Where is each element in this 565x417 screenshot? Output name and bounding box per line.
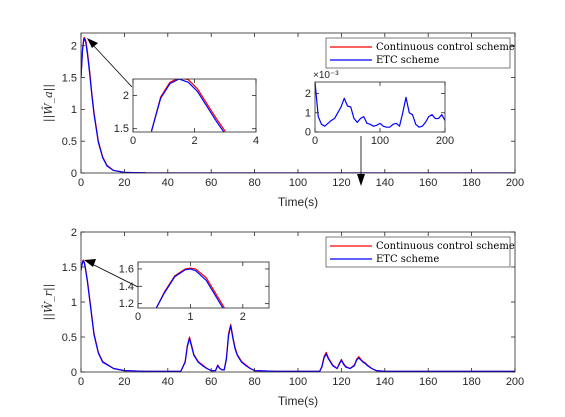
- bottom-x-tick-label: 140: [376, 376, 394, 388]
- bottom-x-tick-label: 60: [205, 376, 217, 388]
- top-inset-tail-ticks: 0 100 200 0 1 2: [305, 82, 454, 147]
- bottom-x-tick-label: 20: [118, 376, 130, 388]
- bottom-y-axis-label: ||Ŵ_r||: [41, 284, 56, 321]
- bottom-inset-peak-x-tick-label: 2: [240, 311, 246, 323]
- top-x-tick-label: 180: [462, 177, 480, 189]
- bottom-x-tick-label: 160: [419, 376, 437, 388]
- bottom-x-tick-label: 120: [332, 376, 350, 388]
- bottom-y-tick-label: 1.5: [62, 262, 77, 274]
- top-x-tick-label: 60: [205, 177, 217, 189]
- top-legend-box: [325, 37, 511, 69]
- top-y-axis-label: ||Ŵ_a||: [41, 84, 56, 122]
- top-inset-peak-y-tick-label: 1.5: [114, 123, 129, 135]
- bottom-y-tick-label: 0.5: [62, 332, 77, 344]
- top-inset-tail-y-tick-label: 0: [305, 127, 311, 139]
- top-x-tick-label: 100: [289, 177, 307, 189]
- top-inset-peak-y-tick-label: 2: [123, 90, 129, 102]
- bottom-inset-peak-x-tick-label: 0: [135, 311, 141, 323]
- top-inset-tail-series-etc: [315, 82, 445, 128]
- top-x-tick-label: 40: [162, 177, 174, 189]
- top-y-tick-label: 1: [71, 104, 77, 116]
- bottom-x-tick-label: 200: [506, 376, 524, 388]
- top-y-tick-label: 0.5: [62, 136, 77, 148]
- bottom-inset-peak-series-etc: [155, 268, 224, 308]
- top-x-tick-label: 20: [118, 177, 130, 189]
- top-inset-peak-x-tick-label: 0: [130, 135, 136, 147]
- bottom-legend: Continuous control scheme ETC scheme: [325, 236, 515, 268]
- top-inset-tail-series-layer: [315, 82, 445, 128]
- bottom-x-tick-label: 40: [162, 376, 174, 388]
- bottom-y-tick-label: 0: [71, 367, 77, 379]
- top-inset-tail-background: [315, 82, 445, 132]
- top-zoom-arrow-right: [357, 136, 365, 186]
- bottom-inset-peak-ticks: 0 1 2 1.2 1.4 1.6: [119, 262, 269, 323]
- top-y-tick-label: 1.5: [62, 72, 77, 84]
- top-inset-peak-x-tick-label: 4: [253, 135, 259, 147]
- top-inset-tail: 0 100 200 0 1 2 ×10⁻³: [305, 70, 454, 147]
- top-legend-entry-etc: ETC scheme: [376, 55, 439, 66]
- top-y-axis-label-group: ||Ŵ_a||: [41, 84, 56, 122]
- top-inset-peak-ticks: 0 2 4 1.5 2: [114, 79, 259, 147]
- bottom-x-tick-label: 80: [248, 376, 260, 388]
- bottom-x-tick-label: 180: [462, 376, 480, 388]
- top-y-tick-label: 2: [71, 41, 77, 53]
- bottom-inset-peak-y-tick-label: 1.4: [119, 281, 134, 293]
- bottom-legend-entry-continuous: Continuous control scheme: [376, 241, 515, 252]
- bottom-legend-entry-etc: ETC scheme: [376, 254, 439, 265]
- top-y-tick-label: 0: [71, 168, 77, 180]
- bottom-y-tick-label: 1: [71, 297, 77, 309]
- bottom-inset-peak-series-layer: [155, 267, 225, 308]
- bottom-y-tick-label: 2: [71, 227, 77, 239]
- bottom-x-tick-label: 100: [289, 376, 307, 388]
- top-inset-peak-series-layer: [150, 79, 226, 132]
- bottom-zoom-arrow: [84, 259, 139, 288]
- top-inset-tail-exponent: ×10⁻³: [313, 70, 339, 81]
- top-x-tick-label: 80: [248, 177, 260, 189]
- top-inset-peak-series-continuous: [150, 79, 226, 132]
- top-x-tick-label: 160: [419, 177, 437, 189]
- top-legend-entry-continuous: Continuous control scheme: [376, 42, 515, 53]
- bottom-inset-peak-x-tick-label: 1: [187, 311, 193, 323]
- top-x-tick-label: 140: [376, 177, 394, 189]
- top-zoom-arrow-left: [87, 38, 133, 88]
- bottom-series-etc: [81, 260, 515, 372]
- bottom-x-axis-label: Time(s): [278, 394, 318, 408]
- bottom-legend-box: [325, 236, 511, 268]
- bottom-inset-peak: 0 1 2 1.2 1.4 1.6: [119, 261, 270, 323]
- bottom-inset-peak-y-tick-label: 1.2: [119, 298, 134, 310]
- bottom-inset-peak-frame: [137, 261, 270, 309]
- bottom-series-layer: [81, 259, 515, 372]
- bottom-inset-peak-background: [138, 262, 269, 308]
- top-x-axis-label: Time(s): [278, 195, 318, 209]
- top-inset-tail-y-tick-label: 2: [305, 88, 311, 100]
- top-inset-tail-x-tick-label: 200: [436, 135, 454, 147]
- top-inset-peak-series-etc: [150, 79, 225, 132]
- top-x-tick-label: 0: [78, 177, 84, 189]
- top-x-tick-label: 200: [506, 177, 524, 189]
- bottom-inset-peak-y-tick-label: 1.6: [119, 263, 134, 275]
- top-legend: Continuous control scheme ETC scheme: [325, 37, 515, 69]
- bottom-y-axis-label-group: ||Ŵ_r||: [41, 284, 56, 321]
- top-inset-peak-x-tick-label: 2: [191, 135, 197, 147]
- top-inset-tail-x-tick-label: 100: [371, 135, 389, 147]
- bottom-x-tick-label: 0: [78, 376, 84, 388]
- top-inset-peak: 0 2 4 1.5 2: [114, 78, 259, 147]
- top-x-tick-label: 120: [332, 177, 350, 189]
- top-inset-peak-background: [133, 79, 256, 132]
- top-inset-tail-y-tick-label: 1: [305, 107, 311, 119]
- top-inset-tail-x-tick-label: 0: [312, 135, 318, 147]
